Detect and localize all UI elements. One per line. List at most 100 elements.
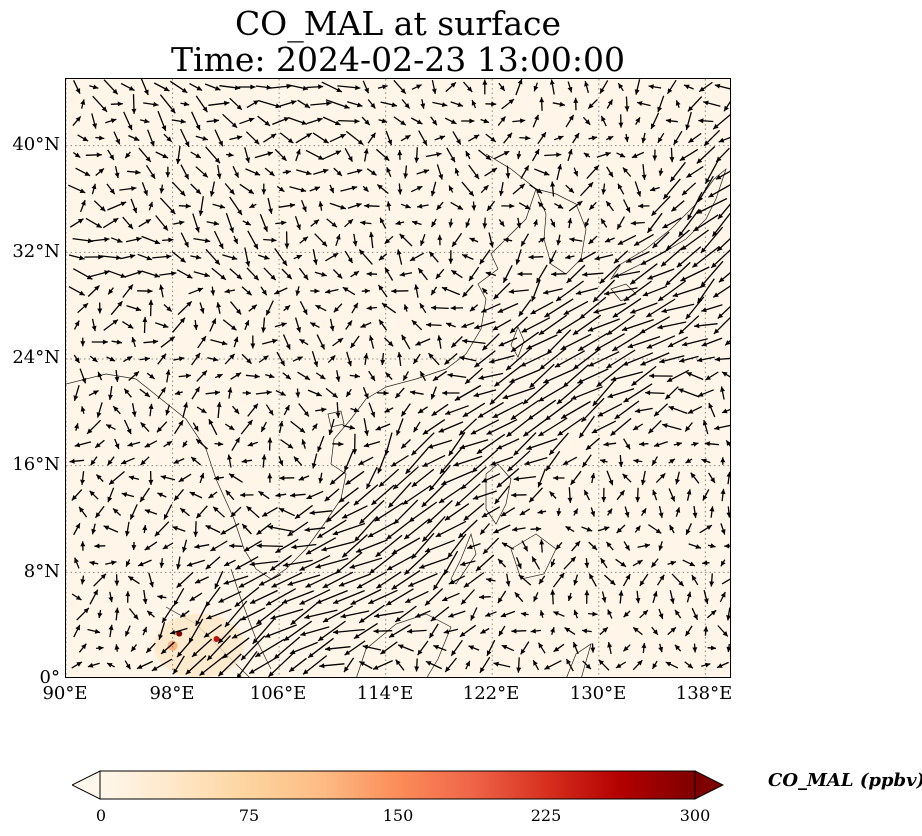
wind-arrow-shaft bbox=[353, 484, 379, 506]
wind-arrow-head bbox=[387, 139, 393, 146]
wind-arrow-head bbox=[498, 559, 504, 565]
wind-arrow-head bbox=[399, 233, 405, 240]
wind-arrow-head bbox=[635, 117, 640, 123]
wind-arrow-shaft bbox=[270, 608, 304, 620]
wind-arrow-shaft bbox=[217, 653, 242, 677]
wind-arrow-head bbox=[691, 575, 697, 581]
wind-arrow-head bbox=[154, 531, 161, 537]
wind-arrow-shaft bbox=[411, 532, 435, 560]
wind-arrow-head bbox=[604, 237, 611, 243]
wind-arrow-head bbox=[181, 87, 188, 93]
wind-arrow-head bbox=[395, 220, 401, 226]
wind-arrow-head bbox=[717, 245, 723, 252]
wind-arrow-head bbox=[415, 613, 421, 618]
wind-arrow-head bbox=[305, 582, 312, 588]
wind-arrow-head bbox=[578, 346, 584, 351]
wind-arrow-head bbox=[313, 219, 319, 225]
wind-arrow-head bbox=[186, 301, 192, 307]
co-hotspots bbox=[154, 613, 245, 677]
wind-arrow-head bbox=[501, 542, 508, 548]
wind-arrow-head bbox=[422, 536, 428, 542]
wind-arrow-head bbox=[115, 138, 120, 145]
wind-arrow-head bbox=[229, 353, 235, 360]
wind-arrow-head bbox=[472, 467, 478, 473]
wind-arrow-head bbox=[314, 186, 320, 192]
wind-arrow-head bbox=[79, 188, 86, 193]
wind-arrow-head bbox=[640, 360, 646, 366]
wind-arrow-head bbox=[620, 561, 626, 567]
wind-arrow-head bbox=[172, 526, 178, 531]
wind-arrow-head bbox=[369, 568, 375, 574]
wind-arrow-head bbox=[125, 152, 131, 159]
wind-arrow-head bbox=[591, 135, 598, 141]
wind-arrow-head bbox=[178, 220, 185, 226]
wind-arrow-head bbox=[126, 561, 131, 567]
wind-arrow-head bbox=[686, 372, 692, 377]
wind-arrow-head bbox=[213, 118, 219, 124]
wind-arrow-shaft bbox=[570, 386, 603, 400]
wind-arrow-shaft bbox=[354, 515, 378, 543]
wind-arrow-shaft bbox=[629, 263, 658, 285]
wind-arrow-head bbox=[413, 358, 419, 364]
wind-arrow-head bbox=[528, 254, 534, 260]
wind-arrow-head bbox=[95, 512, 101, 518]
wind-arrow-head bbox=[456, 139, 461, 145]
wind-arrow-head bbox=[667, 342, 674, 347]
wind-arrow-head bbox=[726, 646, 730, 653]
wind-arrow-head bbox=[117, 101, 123, 107]
wind-arrow-head bbox=[457, 102, 463, 107]
wind-arrow-head bbox=[458, 532, 464, 538]
wind-arrow-shaft bbox=[676, 246, 702, 268]
wind-arrow-head bbox=[411, 320, 418, 326]
map-canvas bbox=[66, 79, 731, 677]
wind-arrow-head bbox=[410, 390, 416, 396]
wind-arrow-head bbox=[96, 222, 102, 228]
wind-arrow-head bbox=[183, 101, 190, 107]
wind-arrow-head bbox=[624, 545, 630, 551]
wind-arrow-head bbox=[657, 137, 663, 143]
wind-arrow-head bbox=[618, 83, 624, 89]
wind-arrow-shaft bbox=[721, 578, 730, 585]
wind-arrow-shaft bbox=[640, 248, 670, 266]
wind-arrow-head bbox=[302, 85, 309, 91]
wind-arrow-head bbox=[128, 475, 135, 481]
wind-arrow-head bbox=[509, 203, 515, 209]
wind-arrow-head bbox=[448, 222, 454, 228]
wind-arrow-head bbox=[693, 441, 699, 447]
wind-arrow-head bbox=[319, 663, 325, 669]
wind-arrow-head bbox=[290, 619, 297, 625]
wind-arrow-head bbox=[463, 515, 470, 521]
wind-arrow-head bbox=[331, 222, 337, 228]
wind-arrow-head bbox=[386, 201, 392, 207]
wind-arrow-head bbox=[665, 118, 672, 124]
wind-arrow-head bbox=[536, 188, 543, 194]
wind-arrow-head bbox=[651, 210, 657, 216]
wind-arrow-head bbox=[129, 254, 136, 259]
wind-arrow-head bbox=[332, 392, 338, 398]
wind-arrow-head bbox=[440, 468, 446, 474]
wind-arrow-head bbox=[248, 117, 255, 123]
wind-arrow-head bbox=[658, 613, 664, 619]
wind-arrow-head bbox=[497, 597, 503, 604]
wind-arrow-head bbox=[287, 138, 294, 144]
wind-arrow-head bbox=[308, 652, 314, 658]
wind-arrow-head bbox=[590, 647, 596, 653]
wind-arrow-head bbox=[701, 341, 708, 347]
wind-arrow-head bbox=[427, 443, 434, 449]
wind-arrow-head bbox=[369, 231, 374, 238]
wind-arrow-head bbox=[234, 85, 241, 91]
wind-arrow-head bbox=[380, 649, 386, 655]
wind-arrow-head bbox=[439, 498, 445, 503]
wind-arrow-head bbox=[83, 607, 89, 614]
wind-arrow-head bbox=[635, 525, 641, 532]
wind-arrow-head bbox=[94, 285, 100, 291]
wind-arrow-shaft bbox=[305, 572, 337, 588]
wind-arrow-head bbox=[637, 560, 643, 565]
wind-arrow-head bbox=[730, 576, 731, 581]
lat-label-16: 16°N bbox=[12, 454, 60, 475]
wind-arrow-head bbox=[80, 479, 86, 485]
wind-arrow-head bbox=[696, 158, 703, 164]
wind-arrow-head bbox=[73, 395, 79, 401]
wind-arrow-head bbox=[208, 419, 214, 425]
wind-arrow-shaft bbox=[560, 333, 592, 351]
